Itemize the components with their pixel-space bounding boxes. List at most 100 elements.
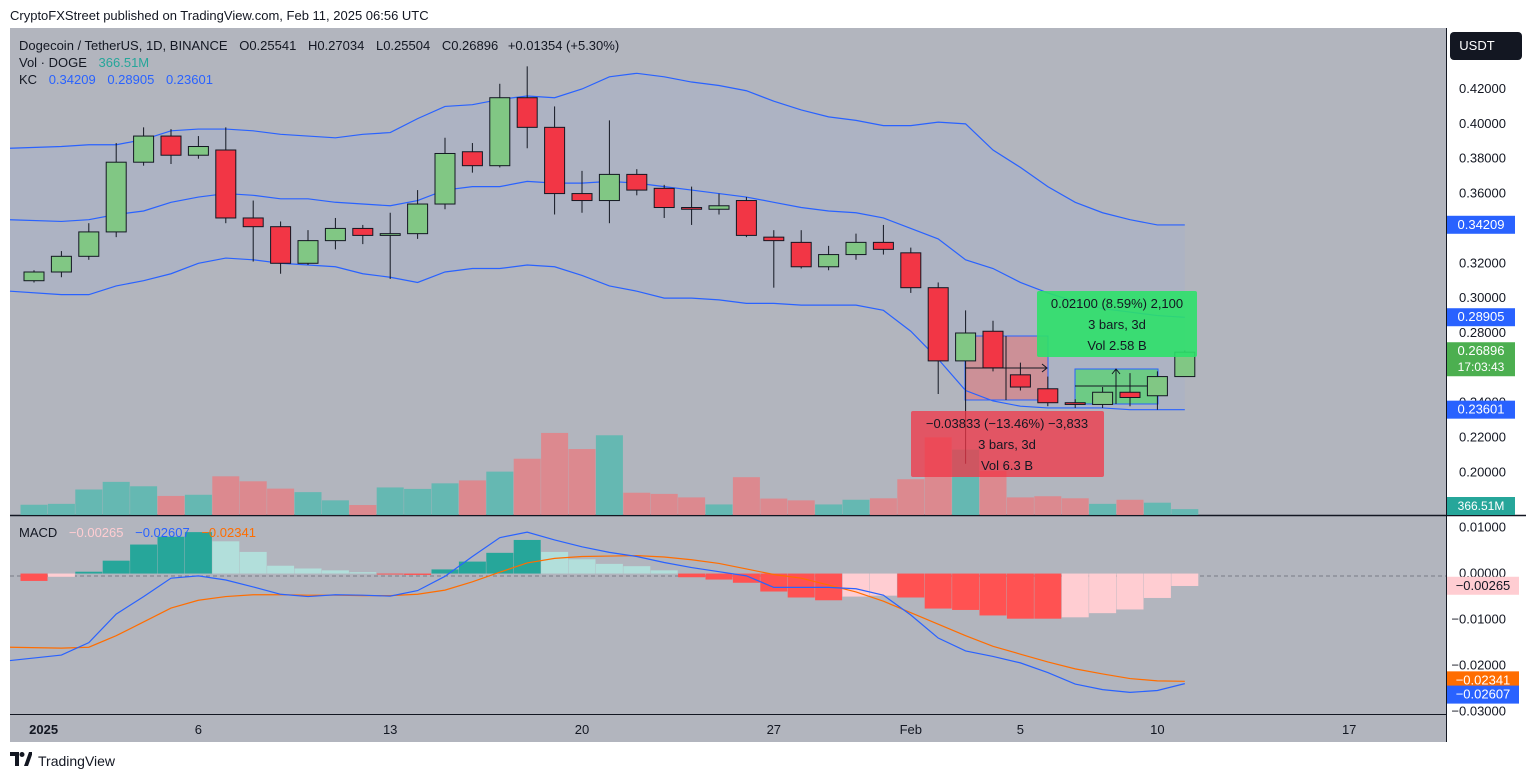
time-axis-bg (10, 714, 1446, 742)
volume-bar (815, 504, 843, 515)
macd-hist-bar (47, 573, 75, 577)
price-tick-label: 0.42000 (1459, 81, 1506, 96)
time-tick-label: 20 (575, 722, 589, 737)
volume-bar (1143, 502, 1171, 515)
candle (461, 143, 483, 173)
time-axis-ticks[interactable]: 2025 6 13 20 27 Feb 5 10 17 (29, 722, 1356, 737)
candle-body (461, 151, 483, 167)
volume-bar (513, 458, 541, 515)
measure-down-line1: −0.03833 (−13.46%) −3,833 (926, 416, 1088, 431)
currency-button[interactable]: USDT (1450, 32, 1522, 60)
candle-body (571, 193, 593, 202)
candle (708, 193, 730, 215)
volume-bar (842, 499, 870, 515)
candle-body (900, 252, 922, 289)
candle (598, 120, 620, 224)
kc-legend-middle: 0.28905 (107, 72, 154, 87)
candle-body (1037, 388, 1059, 404)
measure-up-label[interactable]: 0.02100 (8.59%) 2,100 3 bars, 3d Vol 2.5… (1037, 291, 1197, 357)
candle-body (160, 135, 182, 156)
kc-legend-label: KC (19, 72, 37, 87)
candle-body (50, 255, 72, 273)
macd-hist-bar (979, 573, 1007, 616)
low-value: 0.25504 (383, 38, 430, 53)
volume-bar (1116, 499, 1144, 515)
candle (489, 83, 511, 168)
candle (352, 224, 374, 245)
price-tag-text: 0.26896 (1458, 343, 1505, 358)
macd-hist-bar (897, 573, 925, 598)
volume-axis-tag: 366.51M (1447, 497, 1515, 515)
macd-signal-line (9, 554, 1185, 682)
measure-up-arrow-icon (1111, 368, 1121, 375)
measure-up-line2: 3 bars, 3d (1088, 317, 1146, 332)
macd-hist-bar (1171, 573, 1199, 586)
svg-text:Dogecoin / TetherUS, 1D, BINAN: Dogecoin / TetherUS, 1D, BINANCE O0.2554… (19, 38, 619, 53)
price-axis-bg (1446, 28, 1526, 742)
macd-hist-bar (650, 570, 678, 574)
candle-body (955, 332, 977, 362)
price-tick-label: 0.40000 (1459, 116, 1506, 131)
macd-hist-bar (212, 541, 240, 574)
volume-bar (212, 476, 240, 515)
macd-hist-bar (20, 573, 48, 581)
macd-legend-hist: −0.00265 (69, 525, 124, 540)
candle (681, 186, 703, 225)
macd-hist-bar (102, 560, 130, 574)
volume-bar (732, 477, 760, 515)
candle (900, 247, 922, 293)
candle-body (1064, 402, 1086, 405)
measure-down-tool[interactable] (964, 335, 1049, 401)
macd-hist-bar (513, 539, 541, 574)
candle (50, 251, 72, 278)
volume-bar (678, 497, 706, 515)
candle (133, 127, 155, 166)
candle-body (927, 287, 949, 362)
macd-hist-bar (239, 551, 267, 574)
price-tick-label: 0.20000 (1459, 464, 1506, 479)
candle (1064, 399, 1086, 408)
currency-button-box[interactable] (1450, 32, 1522, 60)
price-tick-label: 0.32000 (1459, 255, 1506, 270)
candle-body (845, 241, 867, 256)
macd-tick-label: −0.03000 (1451, 704, 1506, 719)
macd-hist-bar (623, 566, 651, 574)
price-tag-text: 0.34209 (1458, 217, 1505, 232)
symbol-legend[interactable]: Dogecoin / TetherUS, 1D, BINANCE O0.2554… (19, 38, 619, 53)
time-tick-label: 5 (1017, 722, 1024, 737)
time-tick-label: 27 (767, 722, 781, 737)
volume-tag-box (1447, 497, 1515, 515)
macd-hist-bar (952, 573, 980, 610)
candle (571, 170, 593, 213)
price-tag-box (1447, 400, 1515, 419)
candle (1174, 350, 1196, 378)
volume-legend[interactable]: Vol · DOGE 366.51M (19, 55, 149, 70)
candle-body (763, 236, 785, 242)
macd-legend[interactable]: MACD −0.00265 −0.02607 −0.02341 (19, 525, 256, 540)
close-value: 0.26896 (451, 38, 498, 53)
volume-bar (184, 494, 212, 515)
candle (790, 230, 812, 269)
volume-bar (869, 498, 897, 515)
candle-body (407, 203, 429, 235)
macd-hist-bar (486, 552, 514, 574)
macd-hist-bar (705, 573, 733, 580)
measure-down-label[interactable]: −0.03833 (−13.46%) −3,833 3 bars, 3d Vol… (911, 411, 1104, 477)
tradingview-footer[interactable]: TradingView (10, 752, 115, 770)
macd-legend-label: MACD (19, 525, 57, 540)
time-tick-label: 17 (1342, 722, 1356, 737)
kc-legend[interactable]: KC 0.34209 0.28905 0.23601 (19, 72, 213, 87)
candle (626, 169, 648, 196)
candle (187, 136, 209, 159)
svg-text:Vol · DOGE 366.51M: Vol · DOGE 366.51M (19, 55, 149, 70)
candle (1009, 362, 1031, 391)
candle-body (1146, 376, 1168, 397)
candle-body (187, 146, 209, 156)
measure-up-tool[interactable] (1074, 368, 1159, 405)
volume-bar (267, 488, 295, 515)
measure-down-arrow-icon (1041, 363, 1048, 373)
price-tag-box (1447, 215, 1515, 234)
candle (1037, 376, 1059, 407)
